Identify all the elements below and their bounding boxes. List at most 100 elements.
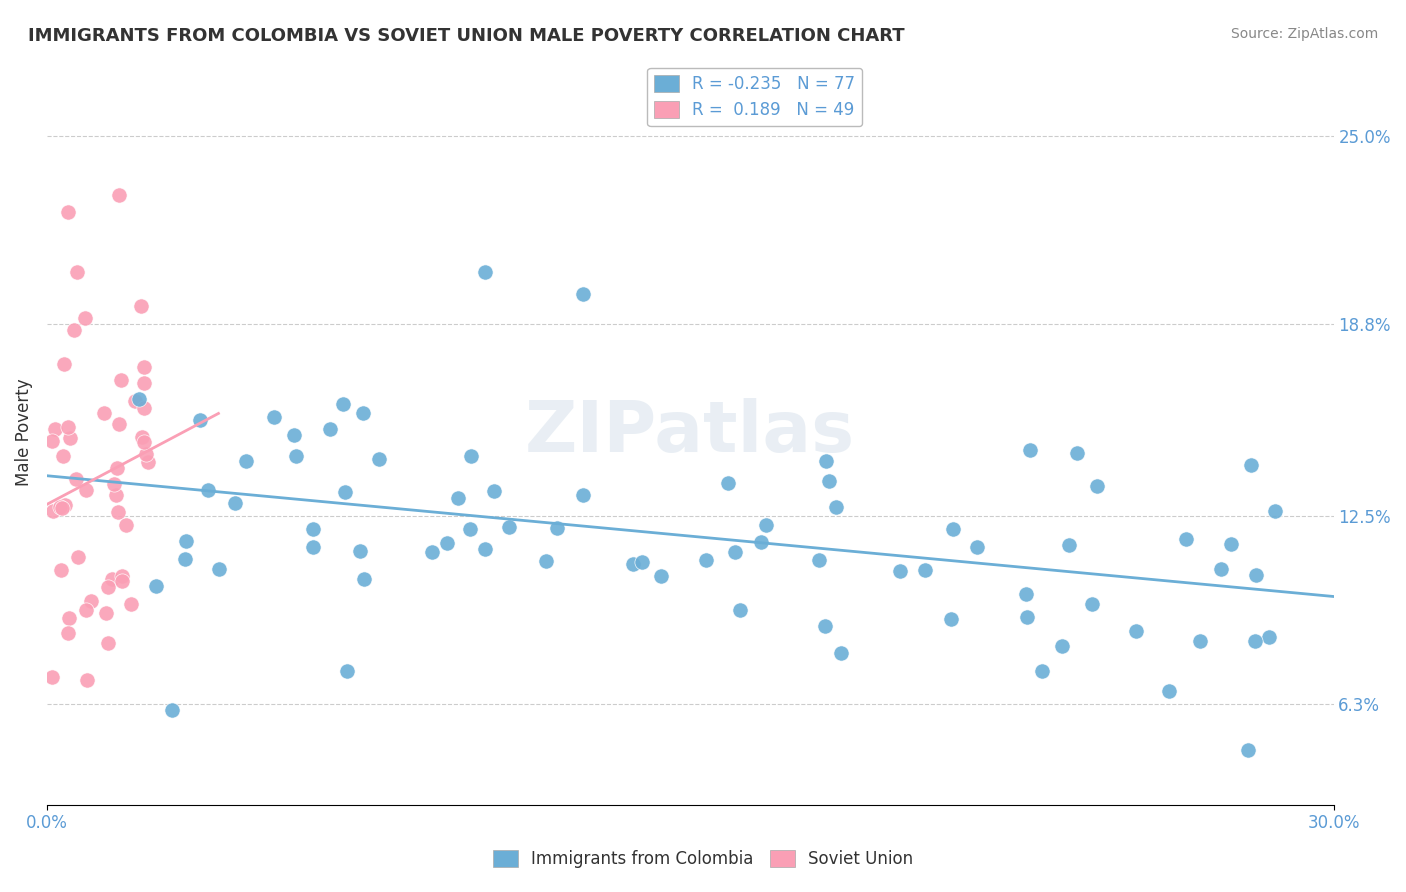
Point <box>631 555 654 569</box>
Point <box>145 579 167 593</box>
Point <box>49 500 72 514</box>
Point <box>332 397 354 411</box>
Point <box>889 564 911 578</box>
Point <box>235 453 257 467</box>
Point <box>572 286 595 301</box>
Point <box>966 541 988 555</box>
Point <box>66 265 89 279</box>
Point <box>367 451 389 466</box>
Point <box>120 597 142 611</box>
Point <box>498 519 520 533</box>
Point <box>1081 597 1104 611</box>
Text: Source: ZipAtlas.com: Source: ZipAtlas.com <box>1230 27 1378 41</box>
Point <box>474 265 496 279</box>
Point <box>1244 633 1267 648</box>
Point <box>1264 504 1286 518</box>
Point <box>1015 586 1038 600</box>
Point <box>97 636 120 650</box>
Point <box>830 647 852 661</box>
Point <box>176 533 198 548</box>
Point <box>349 544 371 558</box>
Point <box>755 518 778 533</box>
Point <box>131 299 153 313</box>
Point <box>111 569 134 583</box>
Point <box>319 421 342 435</box>
Point <box>52 450 75 464</box>
Point <box>41 671 63 685</box>
Point <box>1085 479 1108 493</box>
Point <box>105 488 128 502</box>
Point <box>103 477 125 491</box>
Point <box>108 417 131 432</box>
Point <box>75 483 97 497</box>
Point <box>128 392 150 406</box>
Point <box>1189 634 1212 648</box>
Point <box>474 541 496 556</box>
Point <box>1240 458 1263 472</box>
Point <box>353 572 375 586</box>
Point <box>49 563 72 577</box>
Point <box>263 409 285 424</box>
Point <box>336 665 359 679</box>
Legend: Immigrants from Colombia, Soviet Union: Immigrants from Colombia, Soviet Union <box>486 843 920 875</box>
Y-axis label: Male Poverty: Male Poverty <box>15 378 32 486</box>
Point <box>132 376 155 390</box>
Point <box>460 449 482 463</box>
Point <box>53 499 76 513</box>
Point <box>1236 743 1258 757</box>
Point <box>302 540 325 554</box>
Point <box>942 522 965 536</box>
Point <box>546 521 568 535</box>
Point <box>65 472 87 486</box>
Point <box>1209 561 1232 575</box>
Text: IMMIGRANTS FROM COLOMBIA VS SOVIET UNION MALE POVERTY CORRELATION CHART: IMMIGRANTS FROM COLOMBIA VS SOVIET UNION… <box>28 27 904 45</box>
Point <box>94 606 117 620</box>
Point <box>111 574 134 588</box>
Point <box>110 373 132 387</box>
Point <box>75 311 97 326</box>
Point <box>420 545 443 559</box>
Point <box>105 461 128 475</box>
Point <box>1258 631 1281 645</box>
Point <box>1050 639 1073 653</box>
Point <box>208 562 231 576</box>
Point <box>724 545 747 559</box>
Point <box>131 430 153 444</box>
Point <box>42 504 65 518</box>
Point <box>814 454 837 468</box>
Text: ZIPatlas: ZIPatlas <box>524 398 855 467</box>
Point <box>1125 624 1147 638</box>
Point <box>749 534 772 549</box>
Point <box>1174 532 1197 546</box>
Point <box>333 484 356 499</box>
Point <box>914 563 936 577</box>
Point <box>302 522 325 536</box>
Legend: R = -0.235   N = 77, R =  0.189   N = 49: R = -0.235 N = 77, R = 0.189 N = 49 <box>647 68 862 126</box>
Point <box>132 360 155 375</box>
Point <box>51 500 73 515</box>
Point <box>1057 538 1080 552</box>
Point <box>115 517 138 532</box>
Point <box>41 434 63 448</box>
Point <box>93 406 115 420</box>
Point <box>1220 537 1243 551</box>
Point <box>162 702 184 716</box>
Point <box>44 422 66 436</box>
Point <box>59 431 82 445</box>
Point <box>58 611 80 625</box>
Point <box>807 553 830 567</box>
Point <box>1157 684 1180 698</box>
Point <box>621 557 644 571</box>
Point <box>571 488 593 502</box>
Point <box>188 412 211 426</box>
Point <box>101 573 124 587</box>
Point <box>447 491 470 505</box>
Point <box>352 406 374 420</box>
Point <box>63 323 86 337</box>
Point <box>1244 568 1267 582</box>
Point <box>76 673 98 687</box>
Point <box>53 357 76 371</box>
Point <box>132 401 155 415</box>
Point <box>1015 610 1038 624</box>
Point <box>284 450 307 464</box>
